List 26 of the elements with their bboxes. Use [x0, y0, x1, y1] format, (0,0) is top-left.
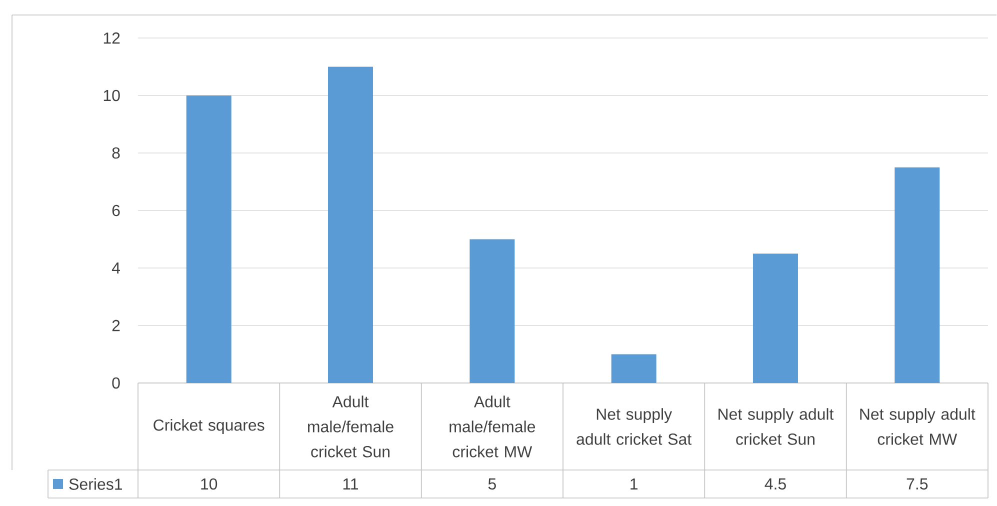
y-tick-label: 10: [104, 90, 120, 102]
x-tick-label: Net supply adult cricket Sat: [576, 408, 692, 445]
y-tick-label: 0: [112, 377, 120, 389]
y-tick-label: 2: [112, 320, 120, 332]
bar: [186, 95, 232, 383]
x-tick-label: Net supply adult cricket Sun: [718, 408, 834, 445]
y-tick-label: 8: [112, 147, 120, 159]
bar: [328, 66, 374, 383]
y-tick-label: 6: [112, 204, 120, 216]
x-tick-label: Net supply adult cricket MW: [860, 408, 976, 445]
data-label: 10: [201, 478, 218, 490]
legend-label: Series1: [69, 478, 122, 490]
x-tick-label: Adult male/female cricket MW: [450, 396, 536, 458]
bar: [470, 239, 515, 383]
bar: [752, 254, 798, 383]
y-tick-label: 12: [104, 32, 120, 44]
data-label: 4.5: [764, 478, 786, 490]
y-tick-label: 4: [112, 262, 120, 274]
x-tick-label: Cricket squares: [154, 419, 264, 434]
data-label: 5: [488, 478, 496, 490]
data-label: 1: [630, 478, 638, 490]
data-label: 11: [343, 478, 358, 490]
x-tick-label: Adult male/female cricket Sun: [308, 396, 394, 458]
bar: [611, 354, 656, 383]
data-label: 7.5: [906, 478, 928, 490]
bar: [894, 167, 940, 383]
